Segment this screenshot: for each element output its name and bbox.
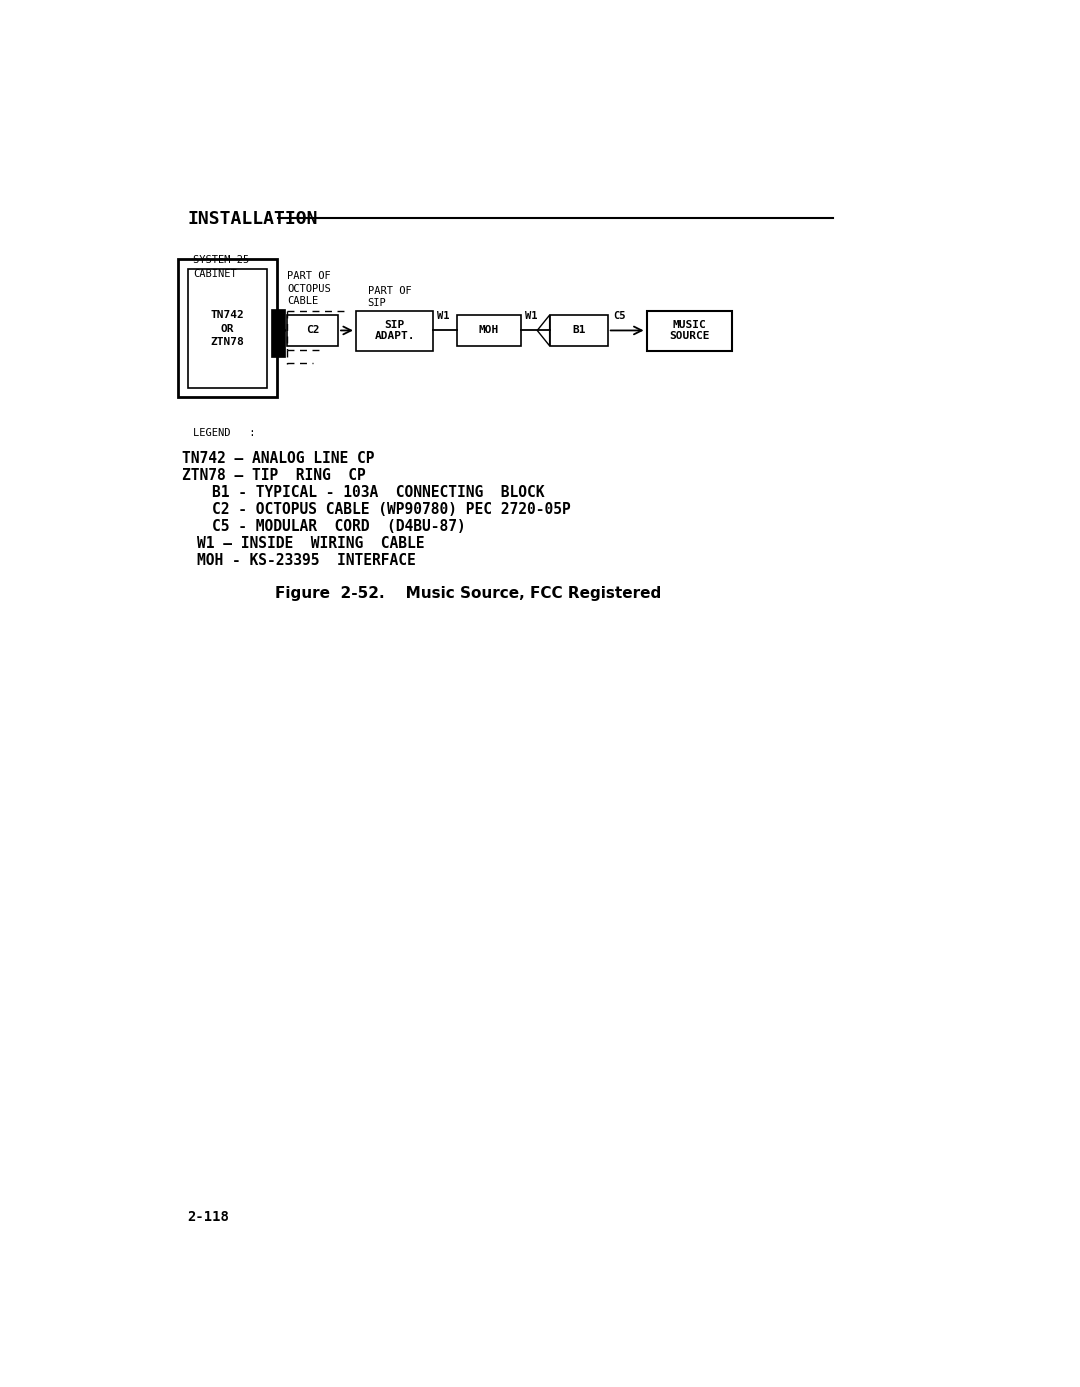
Bar: [188, 269, 267, 388]
Text: W1: W1: [525, 311, 538, 322]
Text: C2 - OCTOPUS CABLE (WP90780) PEC 2720-05P: C2 - OCTOPUS CABLE (WP90780) PEC 2720-05…: [213, 502, 571, 517]
Text: C5: C5: [613, 311, 625, 322]
Polygon shape: [537, 315, 550, 345]
Text: MOH - KS-23395  INTERFACE: MOH - KS-23395 INTERFACE: [197, 553, 416, 569]
Text: TN742
OR
ZTN78: TN742 OR ZTN78: [211, 311, 244, 347]
Text: B1: B1: [572, 326, 585, 336]
Text: B1 - TYPICAL - 103A  CONNECTING  BLOCK: B1 - TYPICAL - 103A CONNECTING BLOCK: [213, 485, 545, 501]
Text: C5 - MODULAR  CORD  (D4BU-87): C5 - MODULAR CORD (D4BU-87): [213, 519, 467, 534]
Text: Figure  2-52.    Music Source, FCC Registered: Figure 2-52. Music Source, FCC Registere…: [275, 587, 661, 601]
Bar: [457, 315, 521, 345]
Text: SYSTEM 25: SYSTEM 25: [193, 255, 249, 265]
Text: ZTN78 – TIP  RING  CP: ZTN78 – TIP RING CP: [181, 469, 365, 483]
Bar: [647, 311, 732, 351]
Text: MOH: MOH: [478, 326, 499, 336]
Text: PART OF
OCTOPUS
CABLE: PART OF OCTOPUS CABLE: [287, 272, 330, 307]
Text: 2-118: 2-118: [188, 1209, 230, 1223]
Text: W1: W1: [437, 311, 449, 322]
Text: SIP
ADAPT.: SIP ADAPT.: [375, 319, 415, 341]
Bar: [177, 259, 276, 398]
Text: CABINET: CABINET: [193, 269, 237, 279]
Text: W1 – INSIDE  WIRING  CABLE: W1 – INSIDE WIRING CABLE: [197, 535, 424, 551]
Text: PART OF
SIP: PART OF SIP: [367, 286, 411, 308]
Bar: [271, 309, 284, 358]
Text: TN742 – ANALOG LINE CP: TN742 – ANALOG LINE CP: [181, 451, 374, 466]
Text: MUSIC
SOURCE: MUSIC SOURCE: [669, 319, 710, 341]
Text: LEGEND   :: LEGEND :: [193, 429, 256, 438]
Bar: [550, 315, 608, 345]
Bar: [287, 315, 338, 345]
Bar: [356, 311, 433, 351]
Text: C2: C2: [306, 326, 320, 336]
Text: INSTALLATION: INSTALLATION: [188, 211, 319, 229]
